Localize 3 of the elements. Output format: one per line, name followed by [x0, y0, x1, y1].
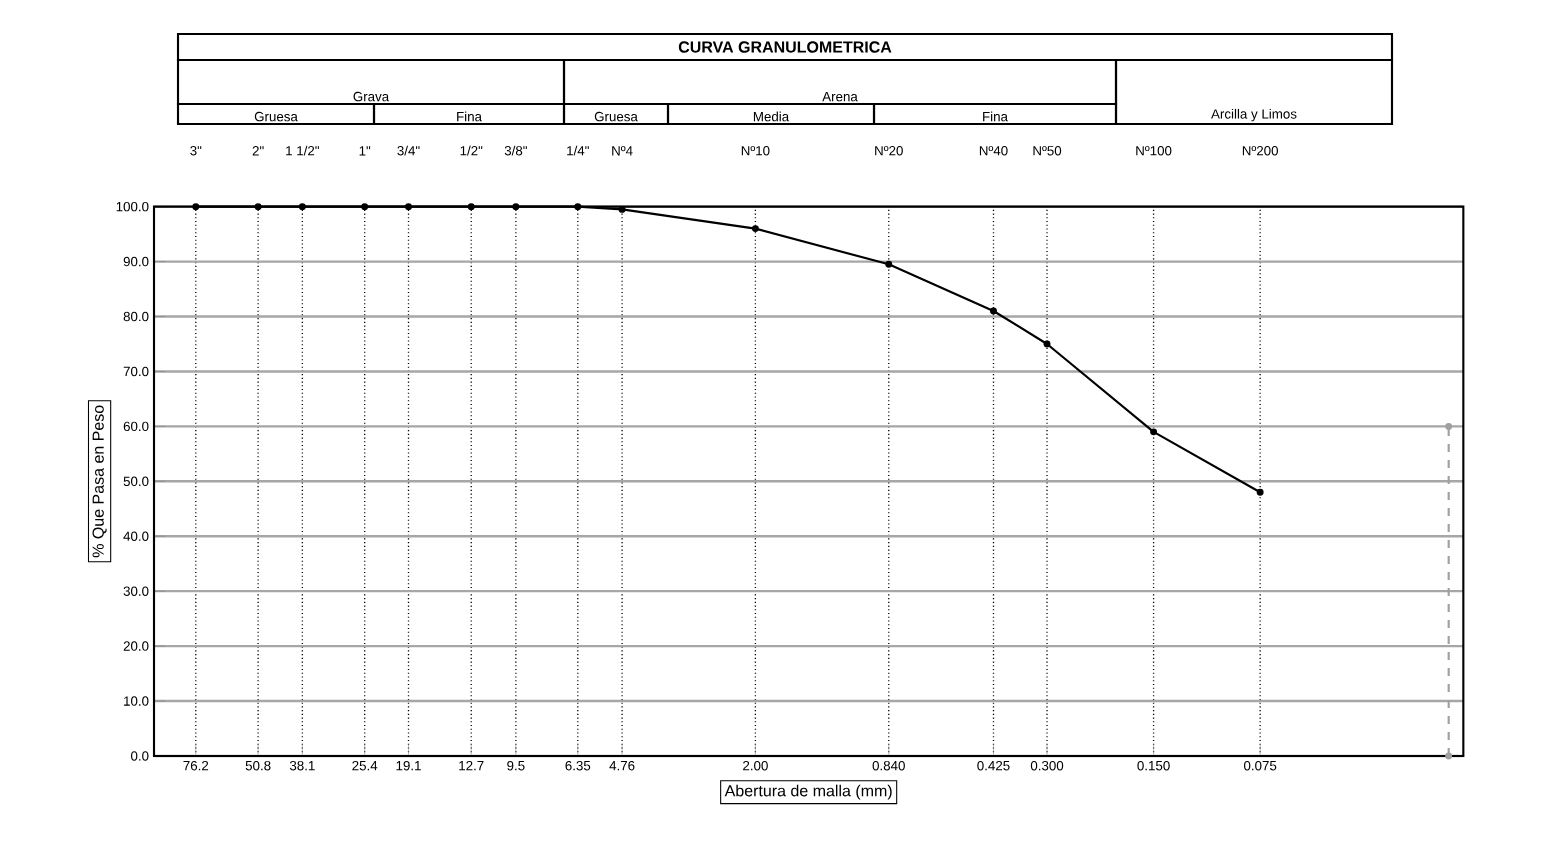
y-axis-title: % Que Pasa en Peso	[92, 405, 107, 558]
chart-title: CURVA GRANULOMETRICA	[678, 41, 892, 53]
x-axis-title: Abertura de malla (mm)	[724, 784, 892, 800]
